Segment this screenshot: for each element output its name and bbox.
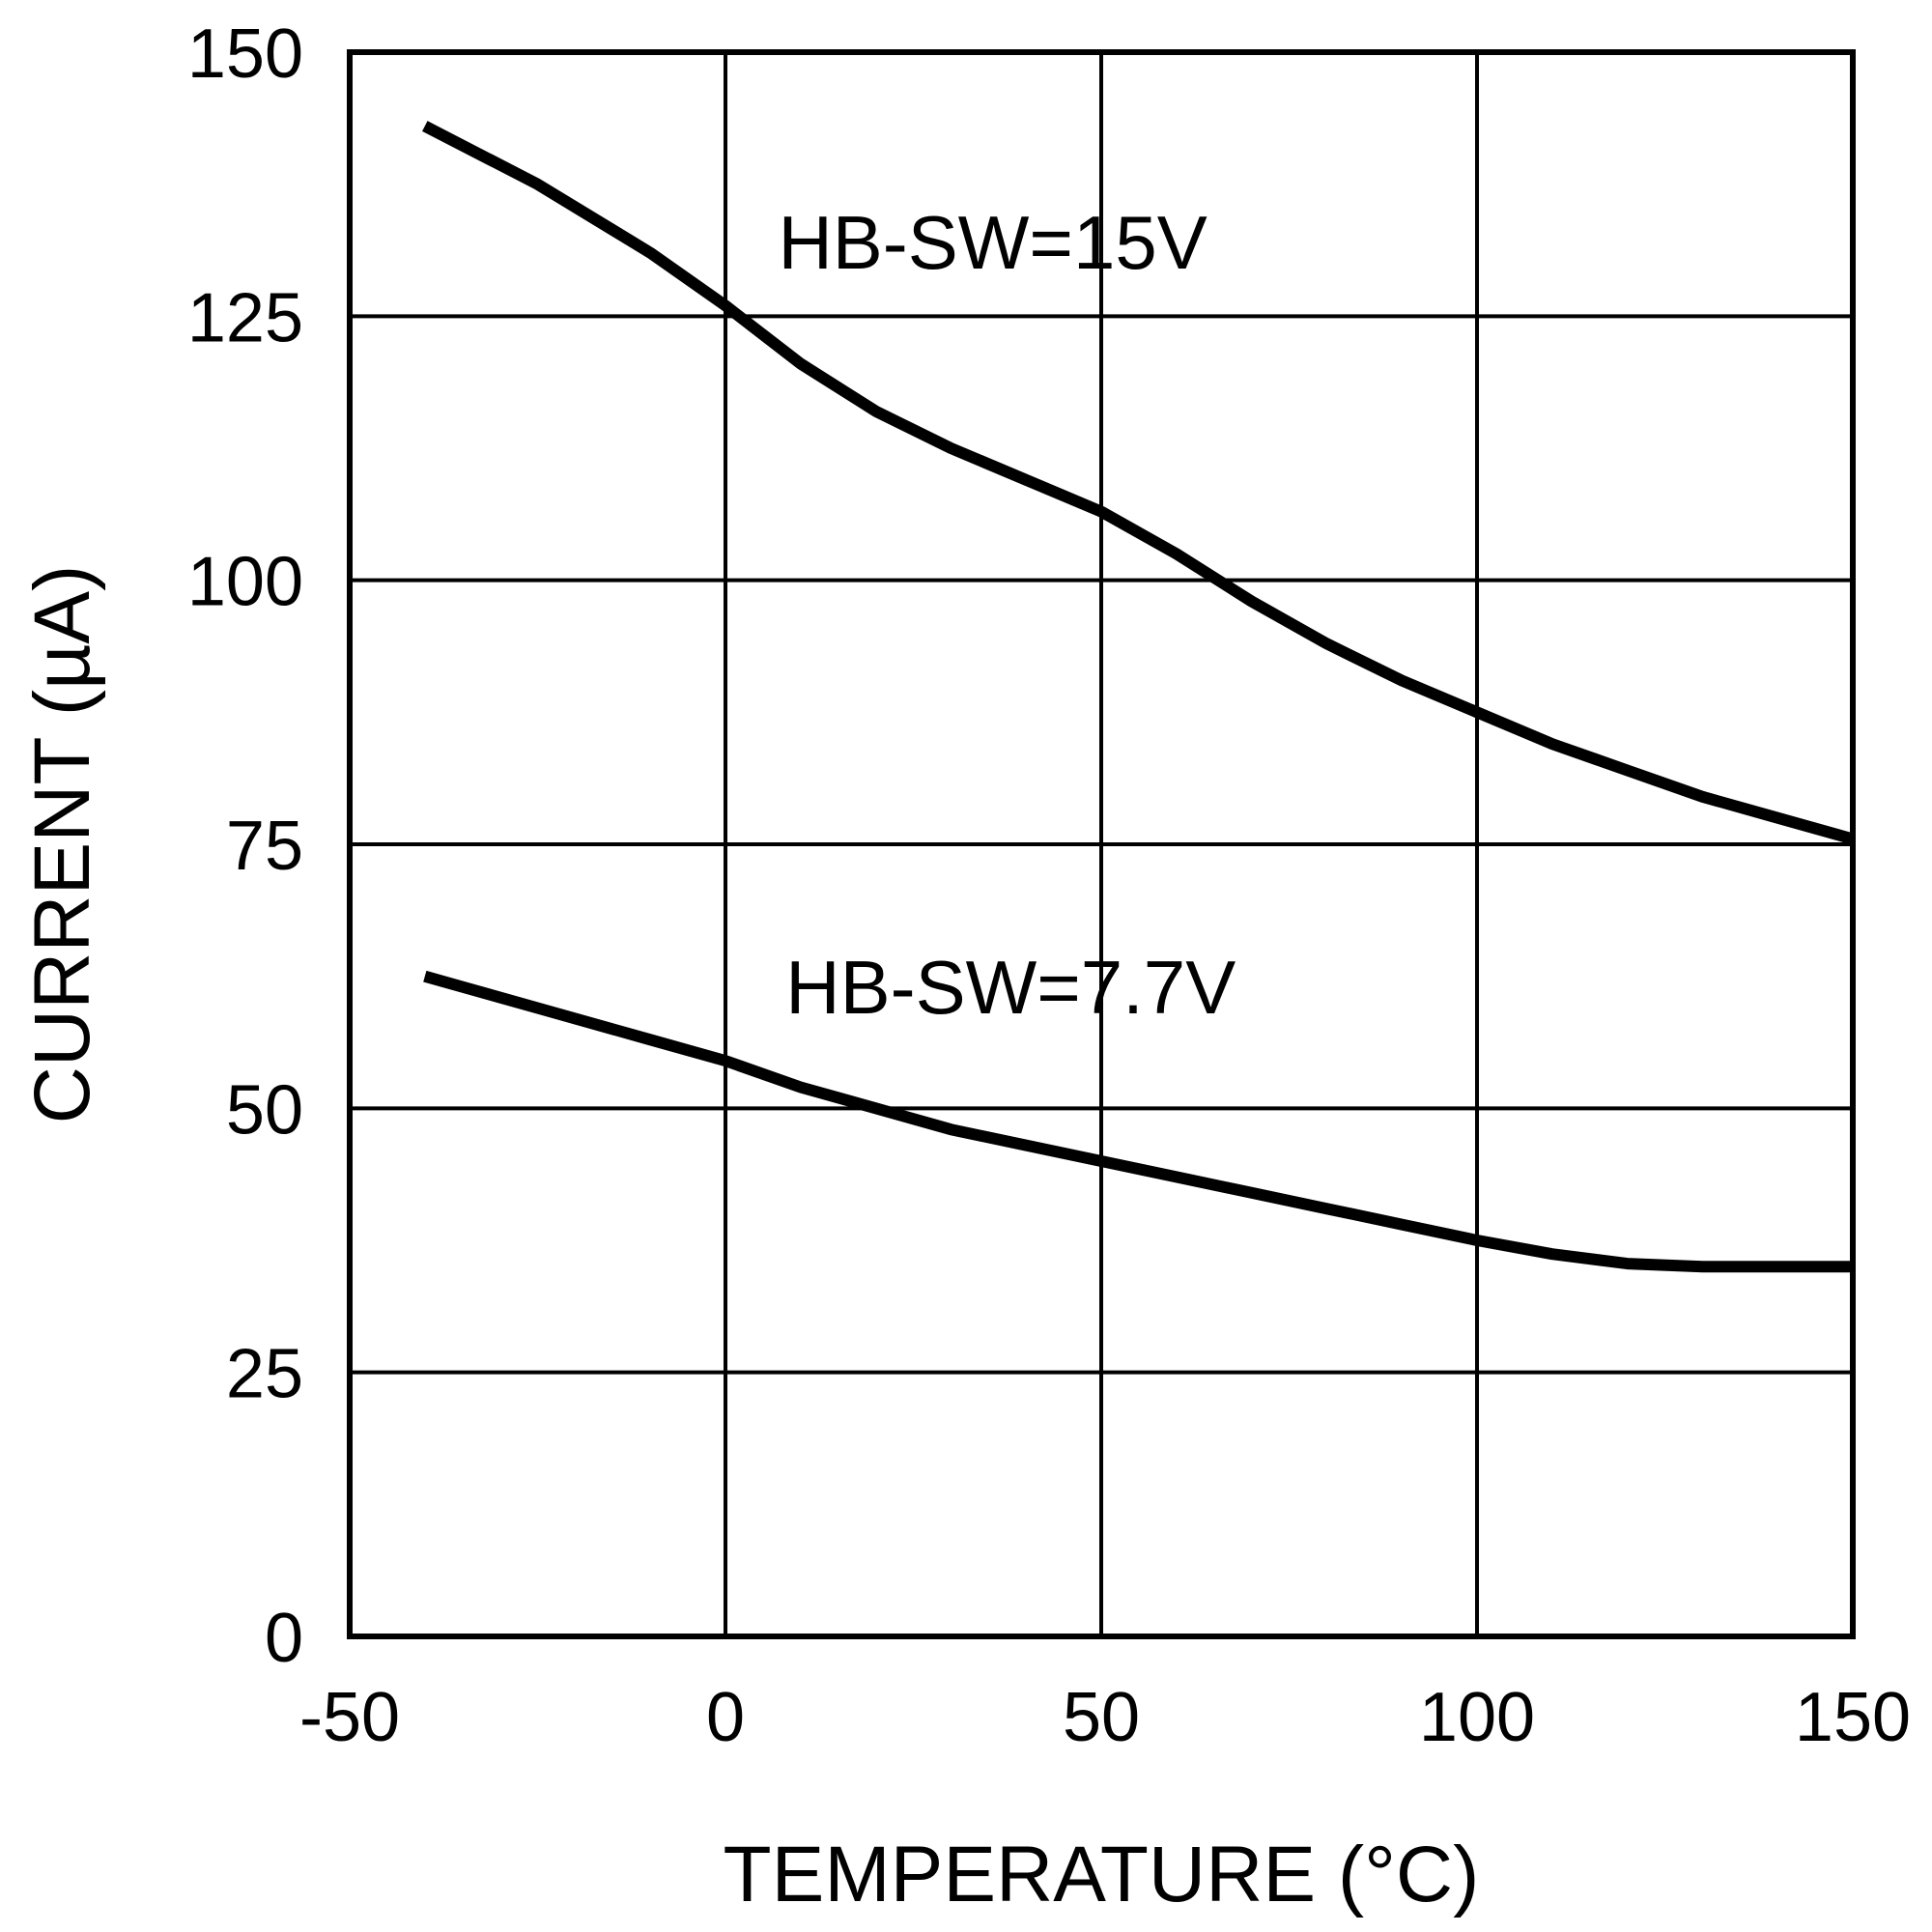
series-line-2 xyxy=(423,970,1853,1273)
series-label-2: HB-SW=7.7V xyxy=(785,945,1236,1030)
series-line-1 xyxy=(422,121,1855,845)
x-axis-title: TEMPERATURE (°C) xyxy=(724,1831,1480,1918)
y-tick-label: 25 xyxy=(226,1336,303,1413)
y-axis-title: CURRENT (µA) xyxy=(18,565,106,1124)
x-tick-label: 150 xyxy=(1795,1679,1911,1756)
y-tick-label: 125 xyxy=(187,279,303,356)
plot-frame xyxy=(347,49,1856,1639)
y-tick-label: 100 xyxy=(187,544,303,621)
series-layer xyxy=(422,121,1855,1273)
series-label-1: HB-SW=15V xyxy=(778,200,1207,285)
y-tick-label: 0 xyxy=(265,1600,303,1677)
x-tick-label: 0 xyxy=(706,1679,745,1756)
x-tick-label: 100 xyxy=(1419,1679,1535,1756)
x-tick-label: 50 xyxy=(1063,1679,1140,1756)
x-tick-label: -50 xyxy=(299,1679,400,1756)
y-tick-label: 50 xyxy=(226,1071,303,1149)
y-tick-label: 75 xyxy=(226,808,303,885)
y-tick-label: 150 xyxy=(187,15,303,93)
grid-layer xyxy=(350,52,1853,1636)
label-layer: -50 0 50 100 1500255075100125150HB-SW=15VHB-… xyxy=(187,15,1911,1756)
